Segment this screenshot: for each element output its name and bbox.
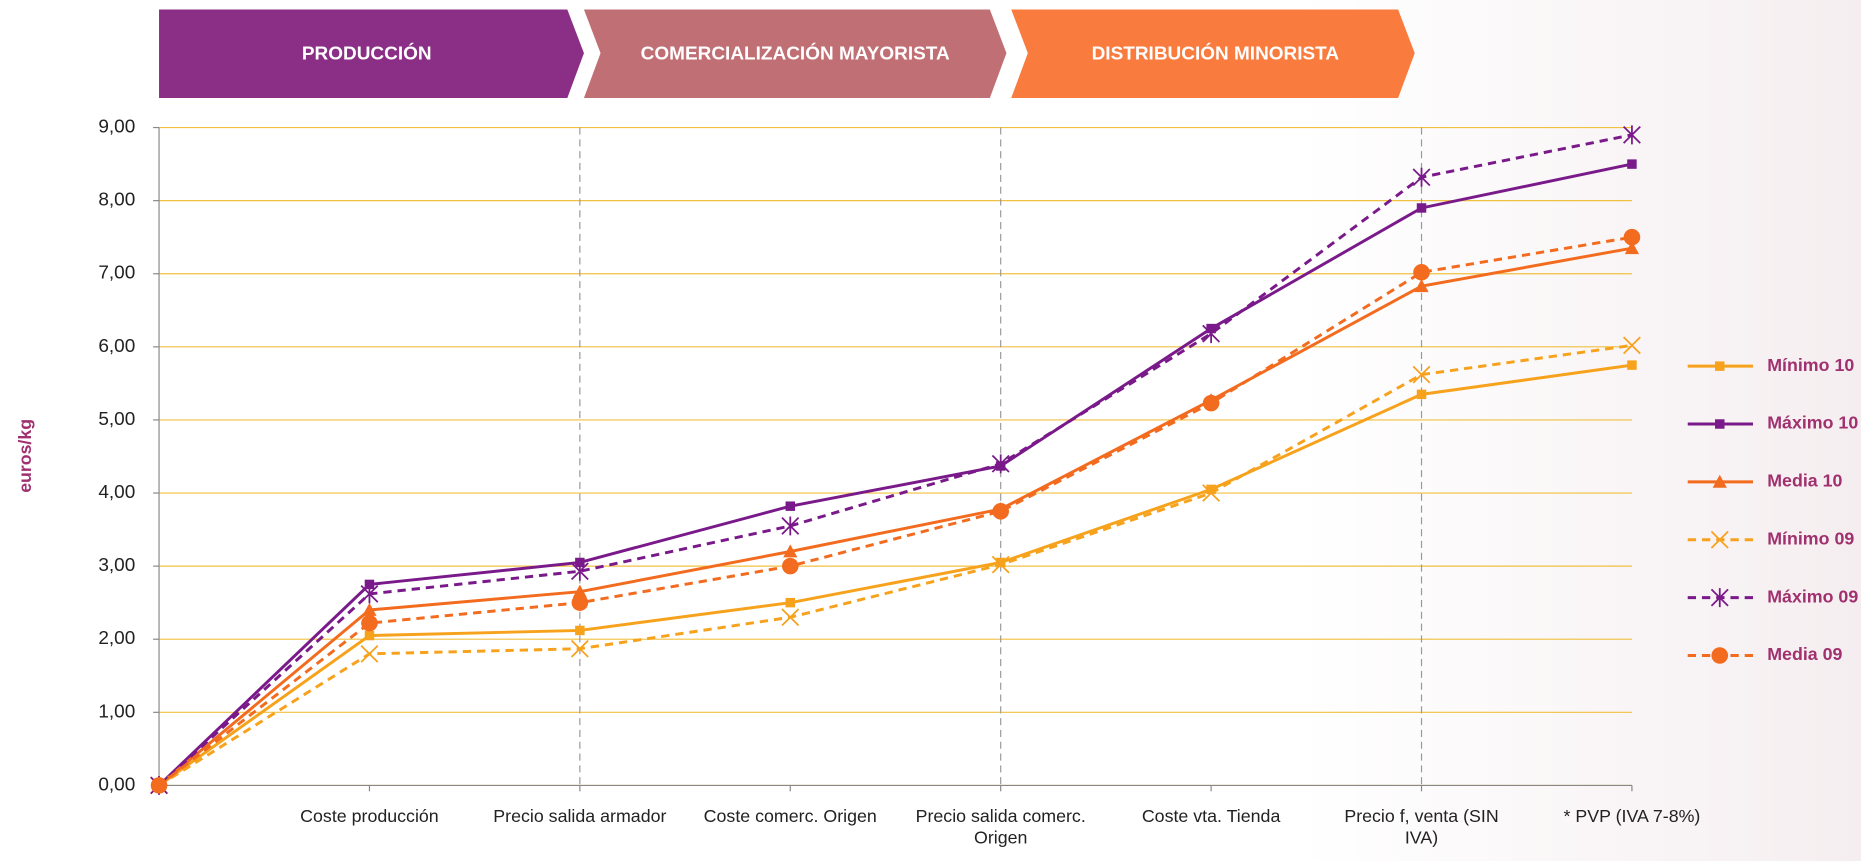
marker xyxy=(781,608,800,627)
marker xyxy=(360,584,379,604)
marker xyxy=(1416,389,1427,400)
marker xyxy=(1412,365,1431,384)
y-axis-label: euros/kg xyxy=(15,419,35,493)
marker xyxy=(1624,241,1640,255)
x-tick-label: Precio salida comerc. Origen xyxy=(915,806,1086,849)
x-tick-label-box: Precio f, venta (SIN IVA) xyxy=(1344,806,1499,849)
legend-label: Máximo 09 xyxy=(1767,586,1858,606)
marker xyxy=(1623,228,1641,246)
series-line xyxy=(158,162,1633,787)
legend-label: Máximo 10 xyxy=(1767,413,1858,433)
marker xyxy=(150,777,168,794)
marker xyxy=(572,584,587,598)
y-tick-label: 0,00 xyxy=(98,774,135,795)
marker xyxy=(1712,474,1727,488)
marker xyxy=(1710,530,1729,549)
x-tick-label-box: Coste vta. Tienda xyxy=(1141,806,1281,827)
marker xyxy=(571,594,589,611)
marker xyxy=(785,597,796,608)
marker xyxy=(995,557,1006,568)
marker xyxy=(1627,159,1637,169)
series-line xyxy=(158,133,1633,787)
marker xyxy=(361,614,378,632)
marker xyxy=(1206,484,1216,495)
x-tick-label: Coste comerc. Origen xyxy=(703,806,877,827)
marker xyxy=(1715,419,1725,429)
marker xyxy=(570,561,589,581)
stage-banner xyxy=(159,9,584,99)
x-tick-label: Precio f, venta (SIN IVA) xyxy=(1344,806,1499,849)
y-tick-label: 7,00 xyxy=(98,263,135,284)
marker xyxy=(570,639,589,658)
y-tick-label: 9,00 xyxy=(98,117,135,138)
series-line xyxy=(158,343,1633,787)
stage-banner xyxy=(583,9,1007,99)
x-tick-label: Coste producción xyxy=(300,806,439,827)
marker xyxy=(785,501,796,511)
marker xyxy=(1202,324,1221,344)
y-tick-label: 4,00 xyxy=(98,482,135,503)
stage-label: DISTRIBUCIÓN MINORISTA xyxy=(1092,42,1340,64)
y-tick-label: 8,00 xyxy=(98,190,135,211)
marker xyxy=(362,602,377,616)
marker xyxy=(1412,167,1431,187)
x-tick-label: Coste vta. Tienda xyxy=(1141,806,1281,827)
marker xyxy=(1710,588,1729,608)
x-tick-label-box: Coste producción xyxy=(300,806,439,827)
marker xyxy=(781,557,799,575)
x-tick-label-box: Coste comerc. Origen xyxy=(703,806,877,827)
y-tick-label: 1,00 xyxy=(98,701,135,722)
legend-label: Media 09 xyxy=(1767,644,1842,664)
marker xyxy=(1414,279,1429,293)
y-tick-label: 2,00 xyxy=(98,628,135,649)
marker xyxy=(1711,647,1729,664)
marker xyxy=(364,579,375,590)
legend-label: Mínimo 10 xyxy=(1767,355,1854,375)
marker xyxy=(1622,336,1641,355)
x-tick-label-box: Precio salida armador xyxy=(493,806,667,827)
x-tick-label: * PVP (IVA 7-8%) xyxy=(1563,806,1701,827)
x-tick-label-box: Precio salida comerc. Origen xyxy=(915,806,1086,849)
y-tick-label: 3,00 xyxy=(98,555,135,576)
marker xyxy=(1416,203,1427,213)
stage-banner xyxy=(1011,9,1415,99)
marker xyxy=(991,555,1010,574)
series-line xyxy=(158,235,1633,787)
series-line xyxy=(158,363,1633,787)
marker xyxy=(360,644,379,663)
marker xyxy=(1627,360,1637,370)
series-line xyxy=(158,246,1633,787)
marker xyxy=(1413,264,1430,281)
marker xyxy=(1622,125,1641,145)
stage-label: COMERCIALIZACIÓN MAYORISTA xyxy=(641,42,950,64)
x-tick-label-box: * PVP (IVA 7-8%) xyxy=(1563,806,1701,827)
marker xyxy=(991,454,1010,474)
marker xyxy=(575,625,585,636)
marker xyxy=(1715,361,1725,371)
marker xyxy=(1202,484,1221,502)
y-tick-label: 6,00 xyxy=(98,336,135,357)
marker xyxy=(783,544,798,558)
marker xyxy=(1202,394,1220,412)
marker xyxy=(781,516,800,536)
legend-label: Mínimo 09 xyxy=(1767,528,1854,548)
x-tick-label: Precio salida armador xyxy=(493,806,667,827)
marker xyxy=(992,503,1010,520)
stage-label: PRODUCCIÓN xyxy=(302,42,432,64)
y-tick-label: 5,00 xyxy=(98,409,135,430)
legend-label: Media 10 xyxy=(1767,471,1842,491)
marker xyxy=(364,630,375,641)
